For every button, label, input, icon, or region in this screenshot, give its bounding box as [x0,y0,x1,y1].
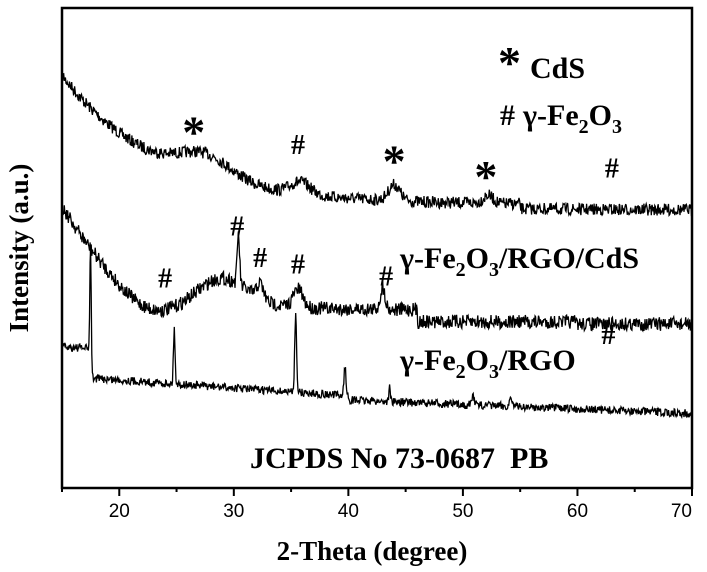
legend-symbol-fe2o3: # [500,99,515,132]
series-label-reference: JCPDS No 73-0687 PB [250,442,548,475]
fe2o3-peak-marker: # [605,154,619,185]
x-axis-ticks: 20 30 40 50 60 70 [62,488,692,522]
legend-symbol-cds: * [498,37,521,88]
trace-cds-composite [62,69,692,216]
x-tick-label: 70 [671,501,692,522]
x-tick-label: 50 [452,501,473,522]
x-tick-label: 60 [567,501,588,522]
peak-markers: * # * * # # # # # # # [158,106,619,351]
cds-peak-marker: * [182,106,205,157]
legend-label-fe2o3: #γ-Fe2O3 [500,99,622,138]
series-label-rgo: γ-Fe2O3/RGO [399,344,576,383]
fe2o3-peak-marker: # [291,249,305,280]
cds-peak-marker: * [383,136,406,187]
fe2o3-peak-marker: # [379,261,393,292]
fe2o3-peak-marker: # [601,320,615,351]
fe2o3-peak-marker: # [291,130,305,161]
series-label-cds-composite: γ-Fe2O3/RGO/CdS [399,242,639,281]
legend-label-cds: CdS [530,52,585,85]
fe2o3-peak-marker: # [230,211,244,242]
legend: * CdS #γ-Fe2O3 [498,37,622,138]
x-tick-label: 20 [109,501,130,522]
x-axis-title: 2-Theta (degree) [277,536,468,566]
x-tick-label: 30 [223,501,244,522]
x-tick-label: 40 [338,501,359,522]
cds-peak-marker: * [474,151,497,202]
fe2o3-peak-marker: # [158,264,172,295]
fe2o3-peak-marker: # [253,243,267,274]
y-axis-title: Intensity (a.u.) [4,164,34,333]
